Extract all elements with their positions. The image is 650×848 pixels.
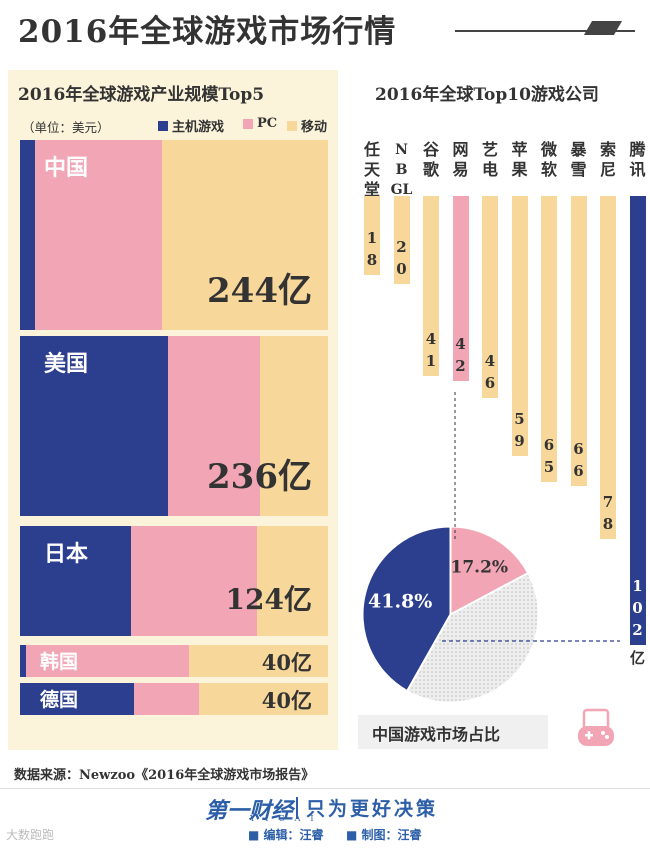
country-bar-segment [167,336,261,516]
page-title: 2016年全球游戏市场行情 [18,14,397,50]
company-bar [482,196,498,399]
company-label: 任天堂 [363,140,380,199]
company-label: 暴雪 [570,140,587,179]
company-label: NBGL [390,142,413,198]
company-label: 谷歌 [422,140,439,179]
left-chart-title: 2016年全球游戏产业规模Top5 [18,85,265,105]
country-bar-segment [161,140,328,330]
legend-label: 主机游戏 [172,120,225,135]
company-label: 艺电 [481,140,498,179]
country-bar-row: 日本 124亿 [20,526,328,636]
pie-slice [449,525,530,617]
china-share-pie-chart: 41.8% 17.2% [361,525,540,704]
country-bar-segment [20,683,134,715]
company-label: 苹果 [511,140,528,179]
company-bar [393,196,410,284]
company-label: 网易 [452,140,469,179]
company-label: 微软 [540,140,557,179]
title-slash-decoration [583,21,623,35]
left-chart-unit: （单位：美元） [22,120,110,135]
country-bar-segment [130,526,258,636]
legend-item: 主机游戏 [158,116,224,135]
company-bar [570,196,587,487]
country-label: 韩国 [40,651,79,673]
company-bar [423,196,439,377]
country-bar-segment [20,140,36,330]
country-total-label: 244亿 [207,271,312,311]
gamepad-icon [578,708,614,746]
right-chart-title: 2016年全球Top10游戏公司 [375,85,599,105]
country-bar-segment [20,526,131,636]
company-bar [629,196,646,645]
country-bar-segment [133,683,199,715]
country-bar-segment [20,336,168,516]
country-bar-row: 美国 236亿 [20,336,328,516]
legend-swatch [158,120,168,131]
country-bar-segment [198,683,328,715]
legend-swatch [243,118,253,129]
country-total-label: 124亿 [225,583,312,616]
pie-slice-label: 17.2% [451,557,509,577]
maker-credit: ■ 制图：汪睿 [346,828,422,842]
country-label: 日本 [44,541,89,567]
country-bar-segment [25,645,190,677]
company-unit-label: 亿 [629,648,645,667]
watermark: 大数跑跑 [6,828,55,842]
country-bar-segment [257,526,328,636]
company-bar [600,196,616,540]
connector-lines [442,392,620,642]
pie-caption-box [358,715,548,749]
company-bar [452,196,469,381]
pie-slice-label: 41.8% [368,590,432,612]
country-label: 美国 [44,351,89,377]
country-bar-segment [35,140,162,330]
country-total-label: 236亿 [207,457,312,497]
company-bar [364,196,380,276]
title-rule [455,30,635,32]
brand-logo-subtitle: YICAI [250,814,324,823]
brand-divider [296,797,298,819]
country-label: 中国 [44,155,89,181]
country-bar-row: 中国 244亿 [20,140,328,330]
brand-logo: 第一财经 [205,798,294,824]
country-total-label: 40亿 [261,650,312,675]
pie-slice [405,571,540,704]
editor-credit: ■ 编辑：汪睿 [248,828,324,842]
company-label: 腾讯 [629,140,646,179]
data-source: 数据来源：Newzoo《2016年全球游戏市场报告》 [14,768,315,783]
legend-item: PC [243,116,277,131]
brand-slogan: 只为更好决策 [306,798,439,820]
country-bar-row: 韩国 40亿 [20,645,328,677]
company-label: 索尼 [599,140,616,179]
footer-divider [0,788,650,789]
company-bar [511,196,528,456]
pie-caption: 中国游戏市场占比 [372,725,501,744]
company-bar [541,196,557,482]
country-bar-console-stub [20,645,26,677]
legend-item: 移动 [287,116,327,135]
country-bar-row: 德国 40亿 [20,683,328,715]
country-total-label: 40亿 [261,688,312,713]
legend-label: PC [257,116,278,131]
legend-swatch [287,120,297,131]
country-label: 德国 [40,689,79,711]
legend-label: 移动 [301,120,328,135]
country-bar-segment [260,336,328,516]
country-bar-segment [189,645,328,677]
pie-slice [361,525,452,693]
